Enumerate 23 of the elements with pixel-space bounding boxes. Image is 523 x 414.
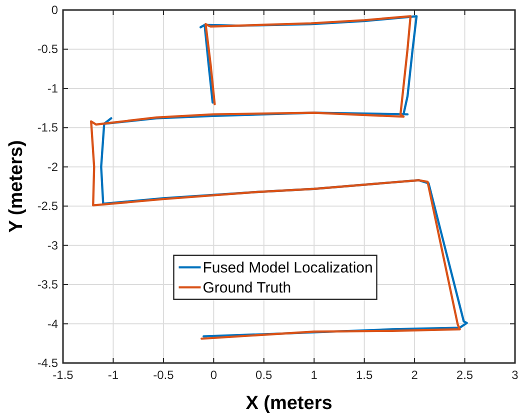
x-tick-label: 2	[411, 368, 418, 382]
legend-label: Fused Model Localization	[202, 259, 373, 276]
x-tick-label: -1	[108, 368, 119, 382]
x-tick-label: -0.5	[153, 368, 174, 382]
x-tick-label: 3	[512, 368, 519, 382]
y-tick-label: -2	[47, 160, 58, 174]
y-tick-label: -4	[47, 316, 58, 331]
y-tick-label: -0.5	[37, 42, 58, 56]
x-tick-label: 0	[210, 368, 218, 382]
x-tick-label: 0.5	[256, 368, 273, 382]
legend-label: Ground Truth	[202, 279, 292, 296]
x-tick-label: 1	[310, 368, 318, 382]
y-tick-label: 0	[51, 3, 58, 17]
y-tick-label: -1.5	[37, 120, 58, 135]
x-tick-label: 2.5	[456, 368, 474, 382]
x-tick-label: 1.5	[356, 368, 373, 382]
x-axis-title: X (meters	[246, 393, 332, 414]
y-tick-label: -3.5	[37, 278, 58, 292]
y-tick-label: -3	[47, 238, 58, 252]
y-tick-label: -2.5	[37, 199, 58, 214]
y-tick-label: -4.5	[37, 356, 58, 370]
y-axis-title: Y (meters)	[6, 140, 27, 233]
y-tick-label: -1	[47, 81, 58, 96]
